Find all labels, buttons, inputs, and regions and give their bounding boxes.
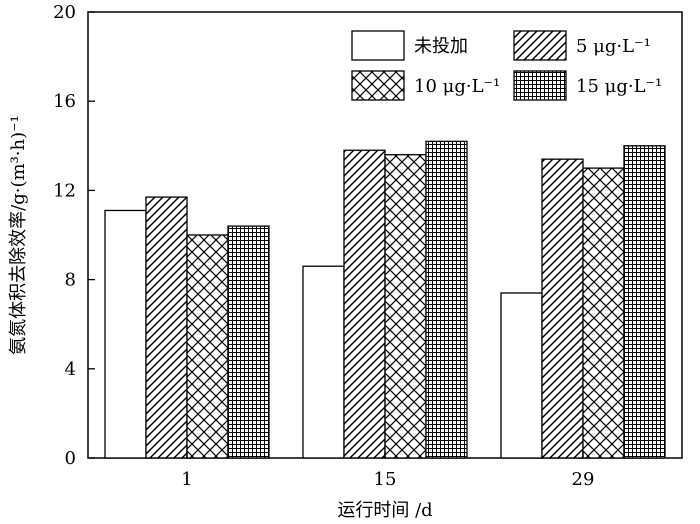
x-axis-label: 运行时间 /d [337, 500, 432, 521]
legend-label: 未投加 [414, 36, 468, 57]
bar-4-15 [425, 140, 468, 459]
y-axis: 0 4 8 12 16 20 [53, 2, 95, 469]
legend-label: 15 μg·L⁻¹ [576, 76, 662, 97]
bar-4-29 [623, 145, 666, 459]
y-axis-label: 氨氮体积去除效率/g·(m³·h)⁻¹ [8, 115, 29, 355]
y-tick-label: 4 [65, 359, 76, 380]
x-tick-label: 15 [374, 469, 397, 490]
legend: 未投加 5 μg·L⁻¹ 10 μg·L⁻¹ 15 μg·L⁻¹ [351, 30, 662, 101]
legend-label: 5 μg·L⁻¹ [576, 36, 651, 57]
bar-2-1 [145, 196, 188, 459]
bar-3-15 [384, 154, 427, 459]
bar-2-29 [541, 158, 584, 459]
x-axis: 1 15 29 [181, 451, 594, 490]
legend-swatch [513, 70, 567, 101]
y-tick-label: 12 [53, 180, 76, 201]
x-tick-label: 29 [572, 469, 595, 490]
x-tick-label: 1 [181, 469, 192, 490]
y-tick-label: 20 [53, 2, 76, 23]
bar-3-1 [186, 234, 229, 459]
legend-swatch [351, 70, 405, 101]
legend-label: 10 μg·L⁻¹ [414, 76, 500, 97]
bar-3-29 [582, 167, 625, 459]
legend-swatch [513, 30, 567, 61]
bars-layer [104, 140, 666, 459]
y-tick-label: 16 [53, 91, 76, 112]
y-tick-label: 0 [65, 448, 76, 469]
bar-4-1 [227, 225, 270, 459]
bar-1-29 [500, 292, 543, 459]
bar-1-1 [104, 209, 147, 459]
bar-1-15 [302, 265, 345, 459]
bar-2-15 [343, 149, 386, 459]
legend-swatch [351, 30, 405, 61]
y-tick-label: 8 [65, 270, 76, 291]
